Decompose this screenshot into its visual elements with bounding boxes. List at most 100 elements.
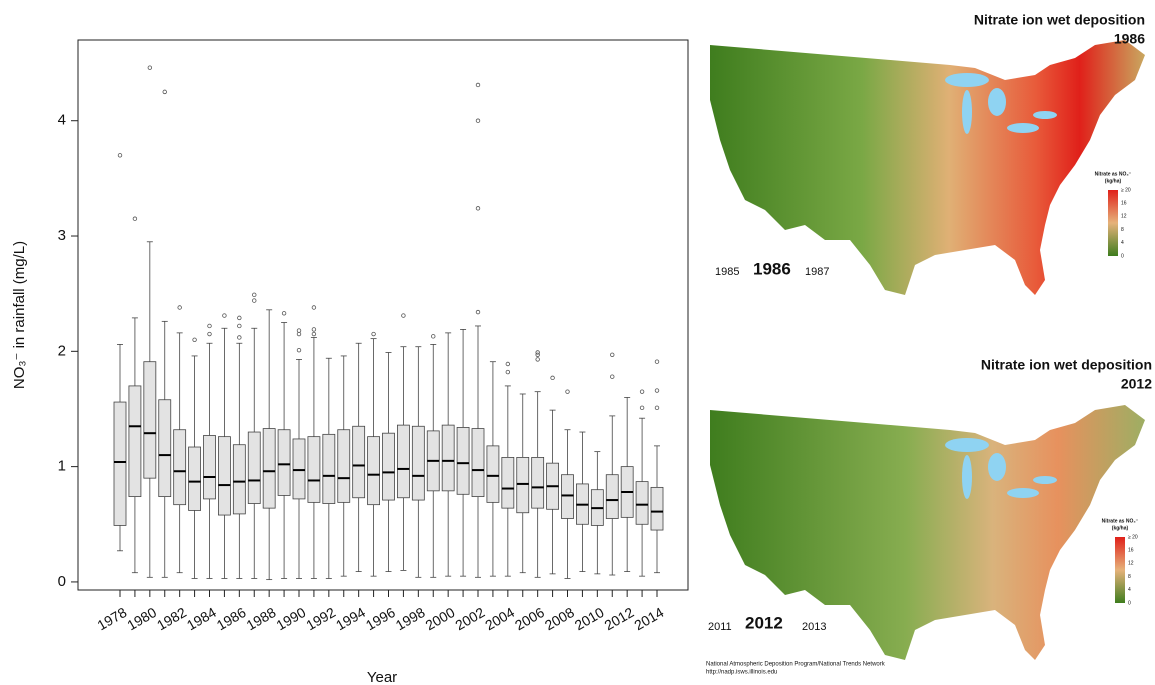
outlier bbox=[640, 390, 644, 394]
outlier bbox=[238, 316, 242, 320]
legend-unit: (kg/ha) bbox=[1105, 178, 1122, 184]
page: Year NO₃⁻ in rainfall (mg/L) Nitrate ion… bbox=[0, 0, 1155, 685]
legend-label: 8 bbox=[1121, 227, 1124, 233]
legend-title: Nitrate as NO₃⁻ bbox=[1102, 518, 1139, 524]
box bbox=[263, 429, 275, 509]
y-tick-label: 3 bbox=[58, 227, 66, 244]
box bbox=[323, 434, 335, 503]
next-year: 2013 bbox=[802, 621, 826, 633]
outlier bbox=[133, 217, 137, 221]
outlier bbox=[431, 335, 435, 339]
map-panel: Nitrate ion wet deposition 1986 1985 198… bbox=[710, 12, 1145, 295]
legend-label: 0 bbox=[1128, 600, 1131, 606]
legend-label: ≥ 20 bbox=[1128, 534, 1138, 540]
box bbox=[308, 437, 320, 503]
outlier bbox=[551, 376, 555, 380]
box bbox=[651, 487, 663, 530]
box bbox=[606, 475, 618, 519]
year: 1986 bbox=[753, 259, 791, 278]
prev-year: 1985 bbox=[715, 266, 739, 278]
x-tick-label: 2014 bbox=[631, 604, 666, 634]
legend-label: 0 bbox=[1121, 253, 1124, 259]
y-tick-label: 2 bbox=[58, 342, 66, 359]
box bbox=[412, 426, 424, 500]
outlier bbox=[118, 154, 122, 158]
legend-label: ≥ 20 bbox=[1121, 187, 1131, 193]
map-title: Nitrate ion wet deposition bbox=[974, 12, 1145, 28]
box bbox=[487, 446, 499, 502]
outlier bbox=[536, 351, 540, 355]
outlier bbox=[312, 332, 316, 336]
y-axis-title: NO₃⁻ in rainfall (mg/L) bbox=[11, 241, 28, 389]
outlier bbox=[402, 314, 406, 318]
outlier bbox=[610, 375, 614, 379]
outlier bbox=[372, 332, 376, 336]
legend-label: 8 bbox=[1128, 574, 1131, 580]
next-year: 1987 bbox=[805, 266, 829, 278]
legend-title: Nitrate as NO₃⁻ bbox=[1095, 171, 1132, 177]
box bbox=[293, 439, 305, 499]
outlier bbox=[506, 362, 510, 366]
outlier bbox=[566, 390, 570, 394]
outlier bbox=[297, 348, 301, 352]
box bbox=[442, 425, 454, 491]
outlier bbox=[640, 406, 644, 410]
box bbox=[248, 432, 260, 503]
outlier bbox=[163, 90, 167, 94]
outlier bbox=[208, 332, 212, 336]
box bbox=[233, 445, 245, 514]
box bbox=[472, 429, 484, 497]
outlier bbox=[238, 336, 242, 340]
outlier bbox=[506, 370, 510, 374]
box bbox=[353, 426, 365, 497]
box bbox=[144, 362, 156, 478]
box bbox=[218, 437, 230, 515]
x-axis-title: Year bbox=[367, 669, 397, 685]
legend-label: 12 bbox=[1121, 214, 1127, 220]
outlier bbox=[655, 389, 659, 393]
box bbox=[502, 457, 514, 508]
box bbox=[517, 457, 529, 512]
legend-label: 4 bbox=[1121, 240, 1124, 246]
box bbox=[457, 427, 469, 494]
outlier bbox=[208, 324, 212, 328]
map-panel: Nitrate ion wet deposition 2012 2011 201… bbox=[708, 357, 1152, 660]
map-shape bbox=[710, 40, 1145, 295]
year: 2012 bbox=[745, 613, 783, 632]
legend-unit: (kg/ha) bbox=[1112, 525, 1129, 531]
outlier bbox=[476, 83, 480, 87]
box bbox=[636, 482, 648, 525]
box bbox=[174, 430, 186, 505]
legend-label: 16 bbox=[1121, 201, 1127, 207]
box bbox=[278, 430, 290, 496]
box bbox=[159, 400, 171, 497]
legend-label: 12 bbox=[1128, 561, 1134, 567]
outlier bbox=[655, 360, 659, 364]
source-line: http://nadp.isws.illinois.edu bbox=[706, 670, 777, 676]
source-line: National Atmospheric Deposition Program/… bbox=[706, 662, 886, 668]
y-tick-label: 4 bbox=[58, 112, 66, 129]
y-tick-label: 0 bbox=[58, 573, 66, 590]
outlier bbox=[476, 310, 480, 314]
box bbox=[129, 386, 141, 497]
outlier bbox=[252, 293, 256, 297]
outlier bbox=[312, 306, 316, 310]
outlier bbox=[252, 299, 256, 303]
outlier bbox=[238, 324, 242, 328]
legend-label: 4 bbox=[1128, 587, 1131, 593]
box bbox=[189, 447, 201, 510]
box bbox=[338, 430, 350, 503]
legend-label: 16 bbox=[1128, 548, 1134, 554]
outlier bbox=[148, 66, 152, 70]
outlier bbox=[193, 338, 197, 342]
legend-bar bbox=[1115, 537, 1125, 603]
outlier bbox=[476, 119, 480, 123]
box bbox=[383, 433, 395, 500]
outlier bbox=[282, 311, 286, 315]
box bbox=[204, 435, 216, 498]
figure: Year NO₃⁻ in rainfall (mg/L) Nitrate ion… bbox=[0, 0, 1155, 685]
y-tick-label: 1 bbox=[58, 458, 66, 475]
box bbox=[114, 402, 126, 525]
outlier bbox=[536, 358, 540, 362]
outlier bbox=[312, 328, 316, 332]
